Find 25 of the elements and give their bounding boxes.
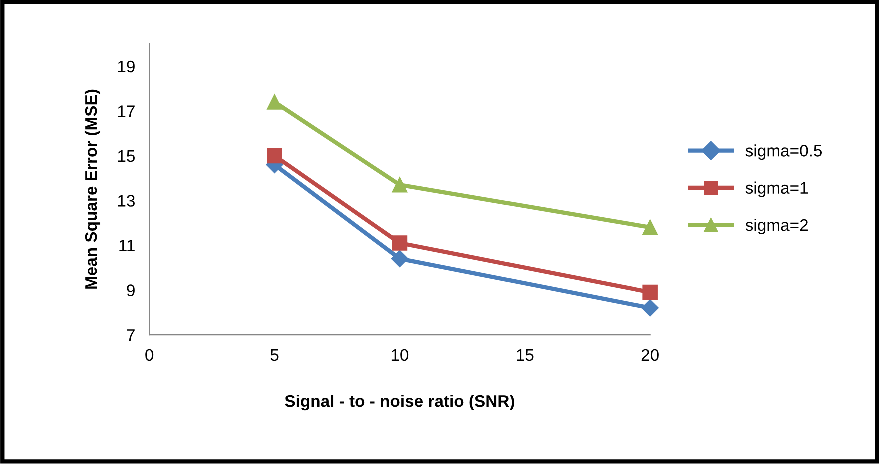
point xyxy=(642,220,658,236)
y-tick-label: 19 xyxy=(118,60,135,73)
x-tick-label: 10 xyxy=(392,349,409,362)
y-tick-label: 9 xyxy=(127,284,135,296)
y-axis-title: Mean Square Error (MSE) xyxy=(84,90,101,289)
x-tick-label: 20 xyxy=(642,349,659,362)
x-tick-label: 0 xyxy=(146,349,154,362)
point xyxy=(392,177,408,193)
legend-label: sigma=0.5 xyxy=(746,144,822,160)
point xyxy=(642,284,658,300)
y-tick-label: 17 xyxy=(118,106,135,118)
y-tick-label: 7 xyxy=(127,330,135,342)
y-tick-label: 13 xyxy=(118,195,135,207)
x-tick-label: 5 xyxy=(270,350,279,362)
legend-label: sigma=2 xyxy=(746,218,808,235)
y-tick-label: 15 xyxy=(118,150,136,162)
legend-label: sigma=1 xyxy=(746,182,808,198)
y-tick-label: 11 xyxy=(120,240,135,252)
point xyxy=(267,94,282,110)
point xyxy=(392,236,408,251)
point xyxy=(267,148,282,164)
x-tick-label: 15 xyxy=(517,350,534,362)
x-axis-title: Signal - to - noise ratio (SNR) xyxy=(285,394,514,411)
point xyxy=(391,250,409,268)
point xyxy=(642,300,659,317)
